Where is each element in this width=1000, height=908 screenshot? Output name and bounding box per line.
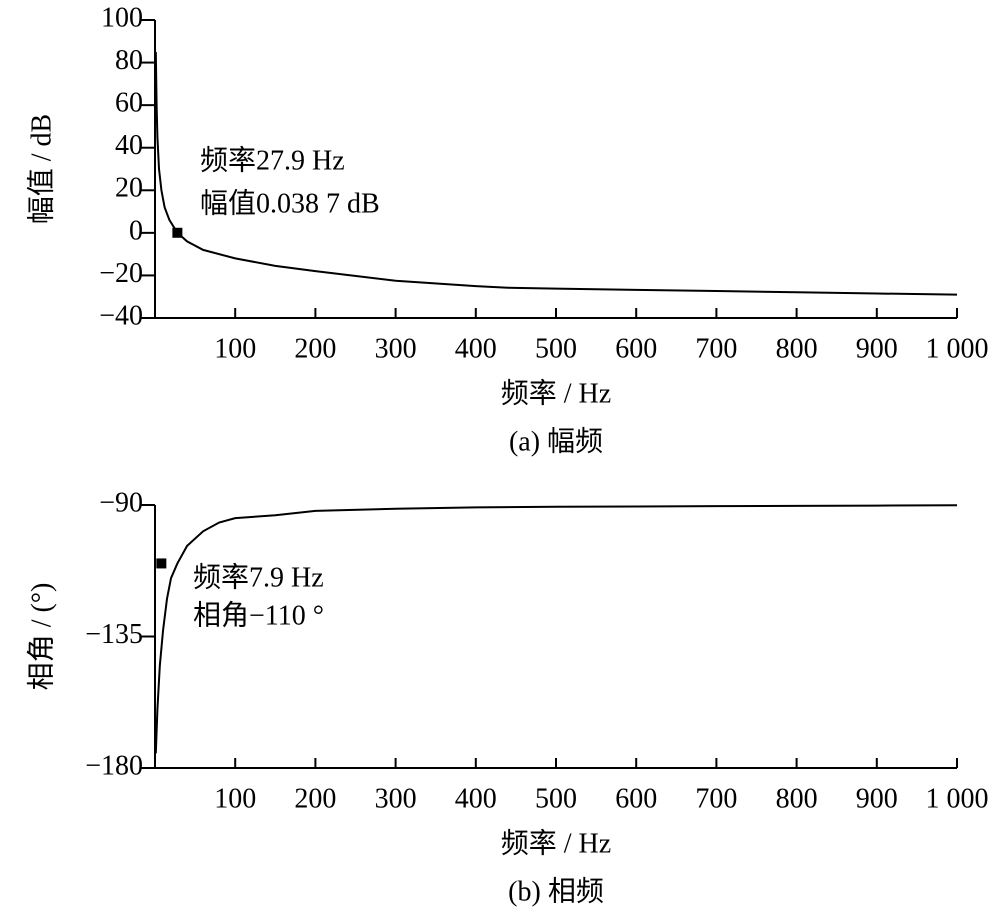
- caption: (b) 相频: [508, 875, 604, 907]
- x-axis-label: 频率 / Hz: [501, 827, 611, 859]
- x-tick-label: 500: [535, 333, 577, 364]
- x-tick-label: 200: [294, 333, 336, 364]
- annotation: 频率27.9 Hz: [200, 144, 345, 176]
- x-tick-label: 400: [455, 783, 497, 814]
- y-tick-label: 60: [115, 88, 143, 119]
- x-tick-label: 1 000: [926, 333, 989, 364]
- x-tick-label: 700: [695, 783, 737, 814]
- x-tick-label: 100: [214, 333, 256, 364]
- x-tick-label: 300: [375, 333, 417, 364]
- x-axis-label: 频率 / Hz: [501, 377, 611, 409]
- y-tick-label: −20: [99, 258, 143, 289]
- y-tick-label: 40: [115, 130, 143, 161]
- annotation: 频率7.9 Hz: [193, 561, 324, 593]
- x-tick-label: 500: [535, 783, 577, 814]
- x-tick-label: 800: [776, 783, 818, 814]
- x-tick-label: 100: [214, 783, 256, 814]
- y-tick-label: 0: [129, 215, 143, 246]
- annotation: 幅值0.038 7 dB: [200, 187, 380, 219]
- y-axis-label: 幅值 / dB: [25, 114, 57, 224]
- x-tick-label: 400: [455, 333, 497, 364]
- y-tick-label: −40: [99, 300, 143, 331]
- marker: [156, 558, 167, 569]
- y-tick-label: 100: [101, 2, 143, 33]
- curve: [154, 51, 958, 296]
- y-tick-label: −180: [85, 750, 143, 781]
- y-axis-label: 相角 / (°): [25, 583, 57, 691]
- x-tick-label: 1 000: [926, 783, 989, 814]
- x-tick-label: 600: [615, 333, 657, 364]
- x-tick-label: 900: [856, 783, 898, 814]
- marker: [172, 227, 183, 238]
- y-tick-label: 80: [115, 45, 143, 76]
- x-tick-label: 900: [856, 333, 898, 364]
- caption: (a) 幅频: [509, 425, 603, 457]
- annotation: 相角−110 °: [193, 599, 324, 631]
- curve: [154, 504, 958, 754]
- y-tick-label: −90: [99, 487, 143, 518]
- x-tick-label: 300: [375, 783, 417, 814]
- x-tick-label: 600: [615, 783, 657, 814]
- x-tick-label: 800: [776, 333, 818, 364]
- y-tick-label: 20: [115, 173, 143, 204]
- x-tick-label: 700: [695, 333, 737, 364]
- y-tick-label: −135: [85, 619, 143, 650]
- x-tick-label: 200: [294, 783, 336, 814]
